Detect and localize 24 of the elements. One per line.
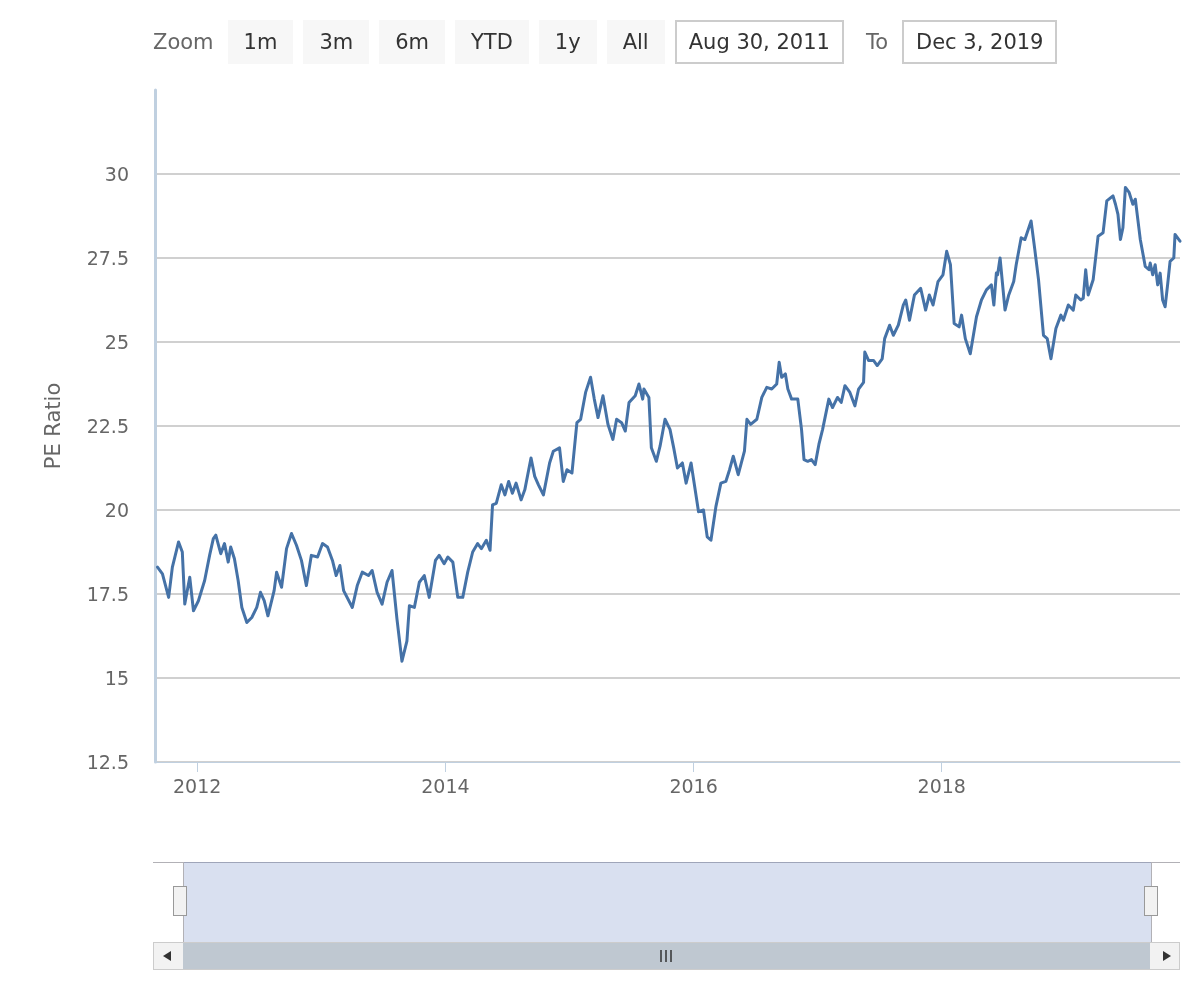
x-tick-label: 2012 bbox=[173, 774, 222, 797]
x-tick-label: 2014 bbox=[421, 774, 470, 797]
y-axis-title: PE Ratio bbox=[40, 382, 65, 470]
y-tick-label: 12.5 bbox=[86, 751, 129, 773]
y-tick-label: 27.5 bbox=[86, 247, 129, 269]
text: 1m bbox=[227, 20, 294, 64]
y-tick-label: 17.5 bbox=[86, 583, 129, 605]
line-series bbox=[155, 185, 1182, 663]
y-tick-label: 22.5 bbox=[86, 415, 129, 437]
text: 1y bbox=[538, 20, 597, 64]
y-tick-label: 15 bbox=[104, 667, 129, 689]
text: All bbox=[606, 20, 665, 64]
text: 3m bbox=[303, 20, 370, 64]
text: Dec 3, 2019 bbox=[902, 20, 1058, 64]
y-tick-label: 30 bbox=[104, 163, 129, 185]
y-tick-label: 25 bbox=[104, 331, 129, 353]
x-tick-label: 2016 bbox=[669, 774, 718, 797]
text: Aug 30, 2011 bbox=[674, 20, 844, 64]
y-tick-label: 20 bbox=[104, 499, 129, 521]
text: YTD bbox=[455, 20, 529, 64]
text: Zoom bbox=[153, 30, 214, 54]
text: To bbox=[865, 30, 889, 54]
x-tick-label: 2018 bbox=[917, 774, 966, 797]
text: 6m bbox=[379, 20, 446, 64]
